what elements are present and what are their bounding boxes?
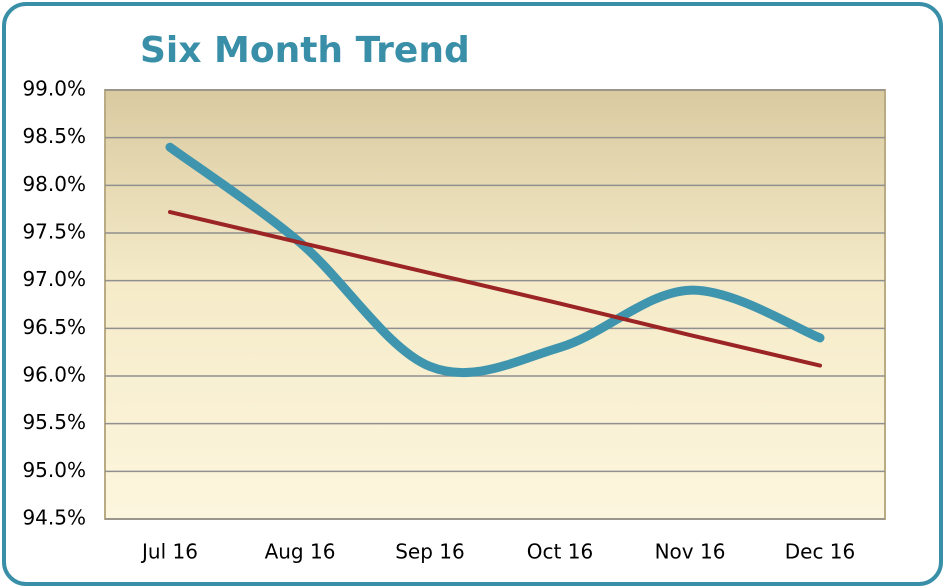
x-tick-label: Dec 16 [785, 540, 856, 564]
y-tick-label: 95.0% [22, 458, 86, 482]
x-tick-label: Oct 16 [527, 540, 593, 564]
x-tick-label: Aug 16 [265, 540, 336, 564]
x-tick-label: Nov 16 [655, 540, 726, 564]
data-line [165, 142, 825, 378]
plot-area [104, 89, 886, 520]
y-tick-label: 98.5% [22, 124, 86, 148]
y-tick-label: 98.0% [22, 172, 86, 196]
y-tick-label: 97.0% [22, 267, 86, 291]
y-tick-label: 96.0% [22, 363, 86, 387]
chart-title: Six Month Trend [140, 30, 470, 71]
x-tick-label: Jul 16 [140, 540, 198, 564]
y-tick-label: 96.5% [22, 315, 86, 339]
trend-line [168, 210, 822, 368]
y-tick-label: 94.5% [22, 506, 86, 530]
y-tick-label: 97.5% [22, 220, 86, 244]
y-tick-label: 99.0% [22, 77, 86, 101]
x-tick-label: Sep 16 [395, 540, 465, 564]
y-tick-label: 95.5% [22, 410, 86, 434]
